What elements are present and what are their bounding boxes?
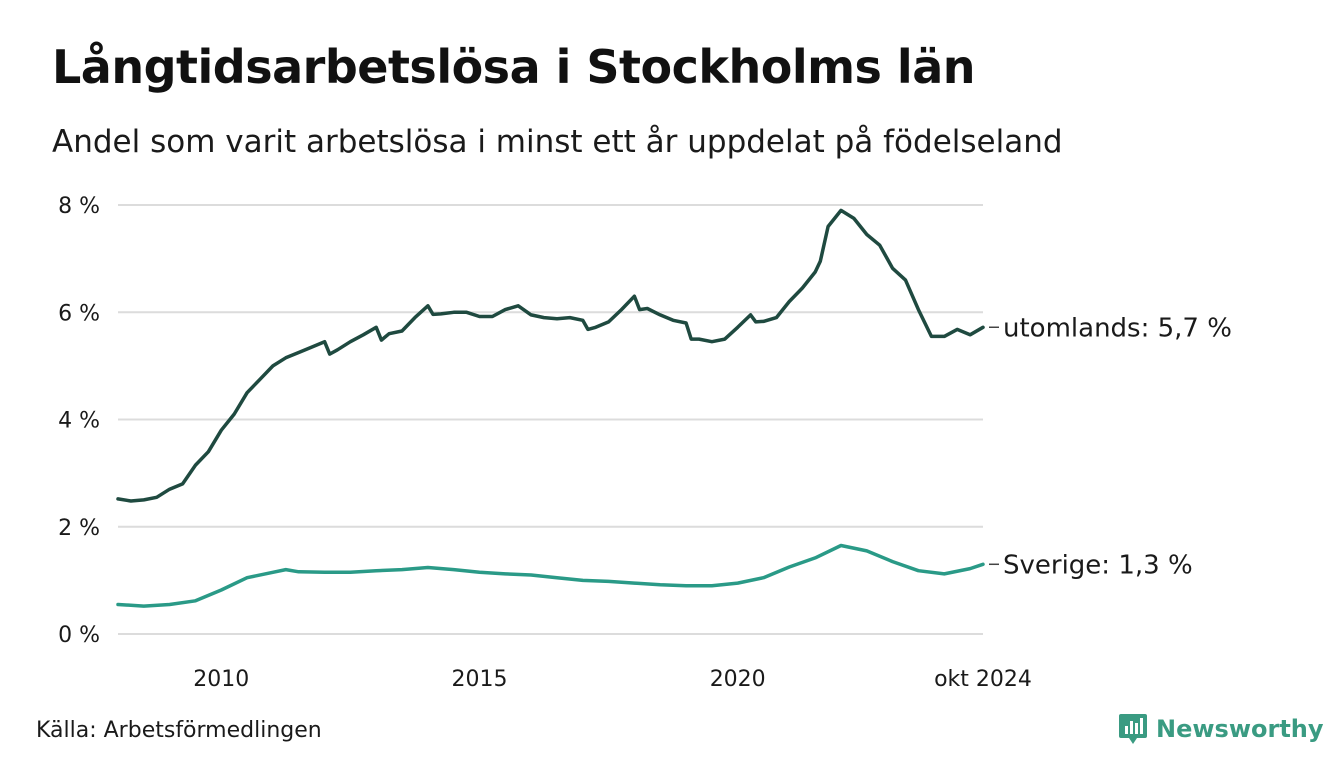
y-tick-label: 0 % — [58, 623, 100, 648]
y-tick-label: 6 % — [58, 301, 100, 326]
source-note: Källa: Arbetsförmedlingen — [36, 718, 322, 743]
gridlines — [118, 204, 983, 635]
series-line-sverige — [116, 543, 985, 608]
chart-title: Långtidsarbetslösa i Stockholms län — [52, 40, 975, 94]
y-tick-label: 2 % — [58, 516, 100, 541]
chart-subtitle: Andel som varit arbetslösa i minst ett å… — [52, 124, 1063, 160]
series-end-label-utomlands: utomlands: 5,7 % — [1003, 313, 1232, 343]
x-tick-label: okt 2024 — [934, 667, 1032, 692]
y-axis-tick-labels: 0 % 2 % 4 % 6 % 8 % — [58, 194, 100, 648]
brand-name: Newsworthy — [1156, 715, 1324, 743]
series-end-label-sverige: Sverige: 1,3 % — [1003, 550, 1193, 580]
line-chart: 0 % 2 % 4 % 6 % 8 % 2010 2015 2020 okt 2024 uto… — [58, 194, 1232, 692]
x-tick-label: 2010 — [193, 667, 249, 692]
x-axis-tick-labels: 2010 2015 2020 okt 2024 — [193, 667, 1032, 692]
x-tick-label: 2015 — [451, 667, 507, 692]
series-end-labels: utomlands: 5,7 % Sverige: 1,3 % — [989, 313, 1232, 580]
y-tick-label: 8 % — [58, 194, 100, 219]
bar-chart-speech-bubble-icon — [1119, 714, 1147, 744]
series-lines — [116, 208, 985, 608]
brand-logo[interactable]: Newsworthy — [1118, 712, 1324, 746]
x-tick-label: 2020 — [710, 667, 766, 692]
series-line-utomlands — [116, 208, 985, 503]
y-tick-label: 4 % — [58, 409, 100, 434]
